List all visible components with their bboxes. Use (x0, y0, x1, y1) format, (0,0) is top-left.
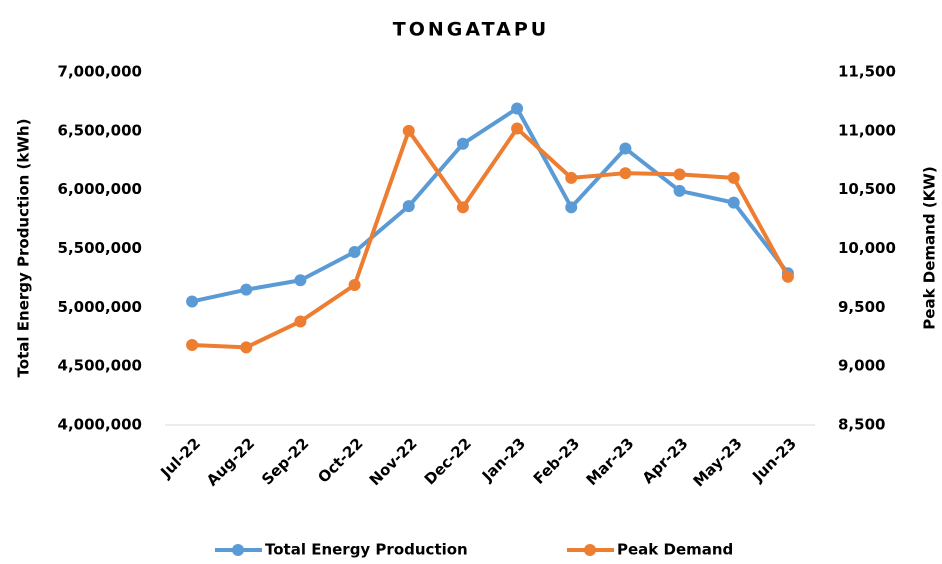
data-point (673, 184, 686, 197)
y-axis-label: Total Energy Production (kWh) (15, 119, 33, 378)
x-tick-label: Mar-23 (583, 434, 638, 489)
data-point (402, 200, 415, 213)
x-tick-label: Feb-23 (530, 434, 583, 487)
y2-tick-label: 10,500 (838, 180, 896, 198)
x-tick-label: Sep-22 (258, 434, 312, 488)
y2-tick-label: 10,000 (838, 239, 896, 257)
data-point (565, 201, 578, 214)
chart-title: TONGATAPU (393, 19, 549, 41)
legend-label: Peak Demand (617, 541, 733, 559)
x-tick-label: Nov-22 (366, 434, 421, 489)
data-point (348, 278, 361, 291)
y-tick-label: 4,000,000 (58, 416, 142, 434)
y2-tick-label: 8,500 (838, 416, 885, 434)
data-point (186, 338, 199, 351)
data-point (619, 142, 632, 155)
data-point (619, 167, 632, 180)
series-line (191, 126, 790, 350)
data-point (348, 246, 361, 259)
y-tick-label: 5,500,000 (58, 239, 142, 257)
y-tick-label: 5,000,000 (58, 298, 142, 316)
y2-axis-label: Peak Demand (KW) (921, 166, 939, 329)
data-point (673, 168, 686, 181)
x-tick-label: Jul-22 (156, 434, 204, 482)
series-line (191, 106, 790, 304)
data-point (565, 171, 578, 184)
y-tick-label: 7,000,000 (58, 63, 142, 81)
data-point (727, 196, 740, 209)
y2-tick-label: 11,500 (838, 63, 896, 81)
data-point (456, 137, 469, 150)
y2-tick-label: 11,000 (838, 121, 896, 139)
data-point (781, 270, 794, 283)
data-point (294, 274, 307, 287)
x-tick-label: Oct-22 (314, 434, 366, 486)
data-point (456, 201, 469, 214)
x-tick-label: Apr-23 (639, 434, 692, 487)
y2-tick-label: 9,000 (838, 357, 885, 375)
y-tick-label: 6,500,000 (58, 121, 142, 139)
legend-marker (232, 544, 244, 556)
data-point (186, 295, 199, 308)
x-tick-label: Jan-23 (478, 434, 529, 485)
x-tick-label: Aug-22 (203, 434, 258, 489)
data-point (402, 124, 415, 137)
data-point (294, 315, 307, 328)
data-point (240, 341, 253, 354)
y-tick-label: 4,500,000 (58, 357, 142, 375)
x-tick-label: Dec-22 (421, 434, 475, 488)
legend-marker (584, 544, 596, 556)
data-point (511, 102, 524, 115)
y-tick-label: 6,000,000 (58, 180, 142, 198)
data-point (511, 122, 524, 135)
x-tick-label: Jun-23 (748, 434, 800, 486)
x-tick-label: May-23 (690, 434, 746, 490)
data-point (727, 171, 740, 184)
y2-tick-label: 9,500 (838, 298, 885, 316)
data-point (240, 283, 253, 296)
legend-label: Total Energy Production (265, 541, 468, 559)
